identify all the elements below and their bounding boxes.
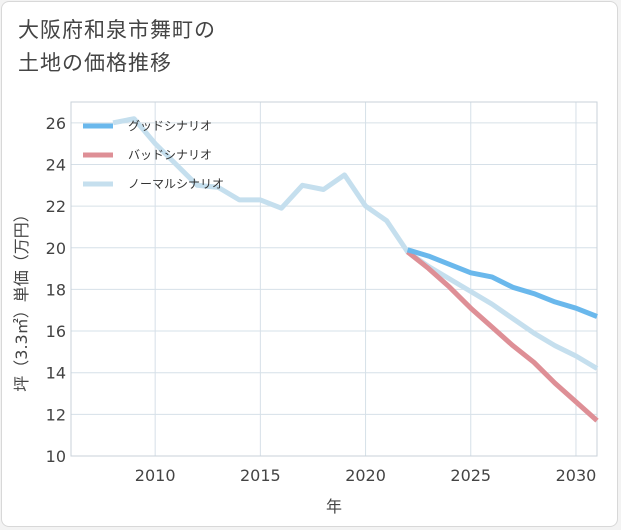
y-axis-label: 坪（3.3㎡）単価（万円）	[12, 206, 31, 391]
y-tick-label: 24	[46, 155, 66, 174]
y-tick-label: 10	[46, 447, 66, 466]
series-line	[112, 116, 599, 371]
y-tick-label: 14	[46, 364, 66, 383]
series-line	[406, 249, 599, 423]
x-tick-label: 2030	[556, 466, 597, 485]
y-tick-label: 18	[46, 280, 66, 299]
x-axis-label: 年	[326, 497, 342, 516]
series-lines	[112, 116, 599, 423]
x-tick-label: 2025	[450, 466, 491, 485]
y-tick-label: 20	[46, 239, 66, 258]
y-tick-labels: 10 12 14 16 18 20 22 24 26	[46, 114, 66, 466]
series-line	[406, 247, 598, 319]
y-tick-label: 12	[46, 405, 66, 424]
title-line-1: 大阪府和泉市舞町の	[18, 18, 216, 42]
x-tick-label: 2015	[240, 466, 281, 485]
x-tick-label: 2010	[135, 466, 176, 485]
title-line-2: 土地の価格推移	[18, 51, 172, 75]
grid-lines	[70, 101, 598, 457]
page-title: 大阪府和泉市舞町の 土地の価格推移	[18, 14, 216, 80]
y-tick-label: 26	[46, 114, 66, 133]
plot-area	[70, 101, 598, 457]
x-tick-labels: 2010 2015 2020 2025 2030	[135, 466, 597, 485]
legend-label: ノーマルシナリオ	[128, 177, 224, 191]
legend-label: グッドシナリオ	[128, 119, 212, 133]
y-tick-label: 16	[46, 322, 66, 341]
y-tick-label: 22	[46, 197, 66, 216]
legend-label: バッドシナリオ	[128, 148, 212, 162]
x-tick-label: 2020	[345, 466, 386, 485]
